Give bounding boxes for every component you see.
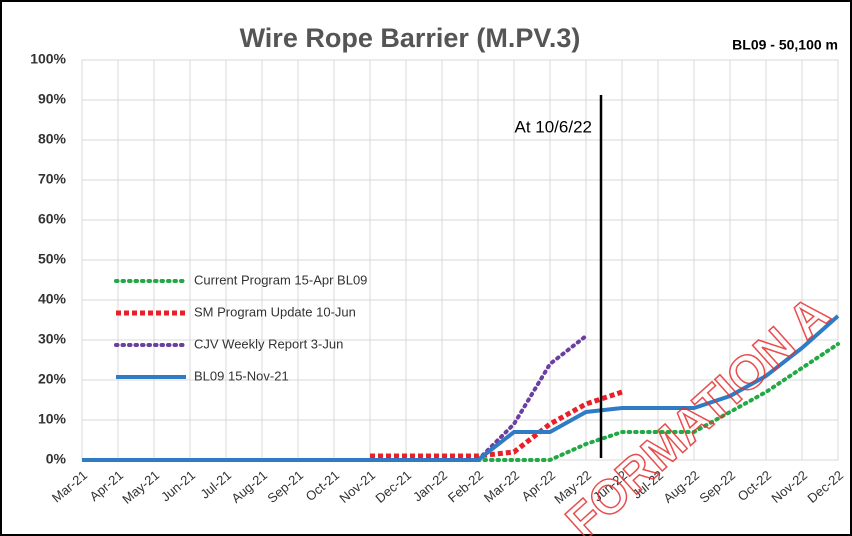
y-tick-label: 90% <box>38 91 67 107</box>
y-tick-label: 10% <box>38 411 67 427</box>
y-tick-label: 60% <box>38 211 67 227</box>
chart-subtitle: BL09 - 50,100 m <box>732 37 838 53</box>
y-tick-label: 0% <box>46 451 67 467</box>
series-line <box>476 342 840 462</box>
y-tick-label: 80% <box>38 131 67 147</box>
y-tick-label: 50% <box>38 251 67 267</box>
series-line <box>82 314 840 462</box>
y-tick-label: 100% <box>30 51 66 67</box>
y-tick-label: 40% <box>38 291 67 307</box>
legend-label: Current Program 15-Apr BL09 <box>194 272 367 287</box>
y-tick-label: 30% <box>38 331 67 347</box>
series-line <box>370 389 623 459</box>
legend-label: SM Program Update 10-Jun <box>194 304 356 319</box>
y-tick-label: 20% <box>38 371 67 387</box>
legend-label: BL09 15-Nov-21 <box>194 368 289 383</box>
chart-title: Wire Rope Barrier (M.PV.3) <box>240 23 581 53</box>
annotation: At 10/6/22 <box>514 117 592 136</box>
y-tick-label: 70% <box>38 171 67 187</box>
series-line <box>476 334 588 462</box>
legend-label: CJV Weekly Report 3-Jun <box>194 336 343 351</box>
